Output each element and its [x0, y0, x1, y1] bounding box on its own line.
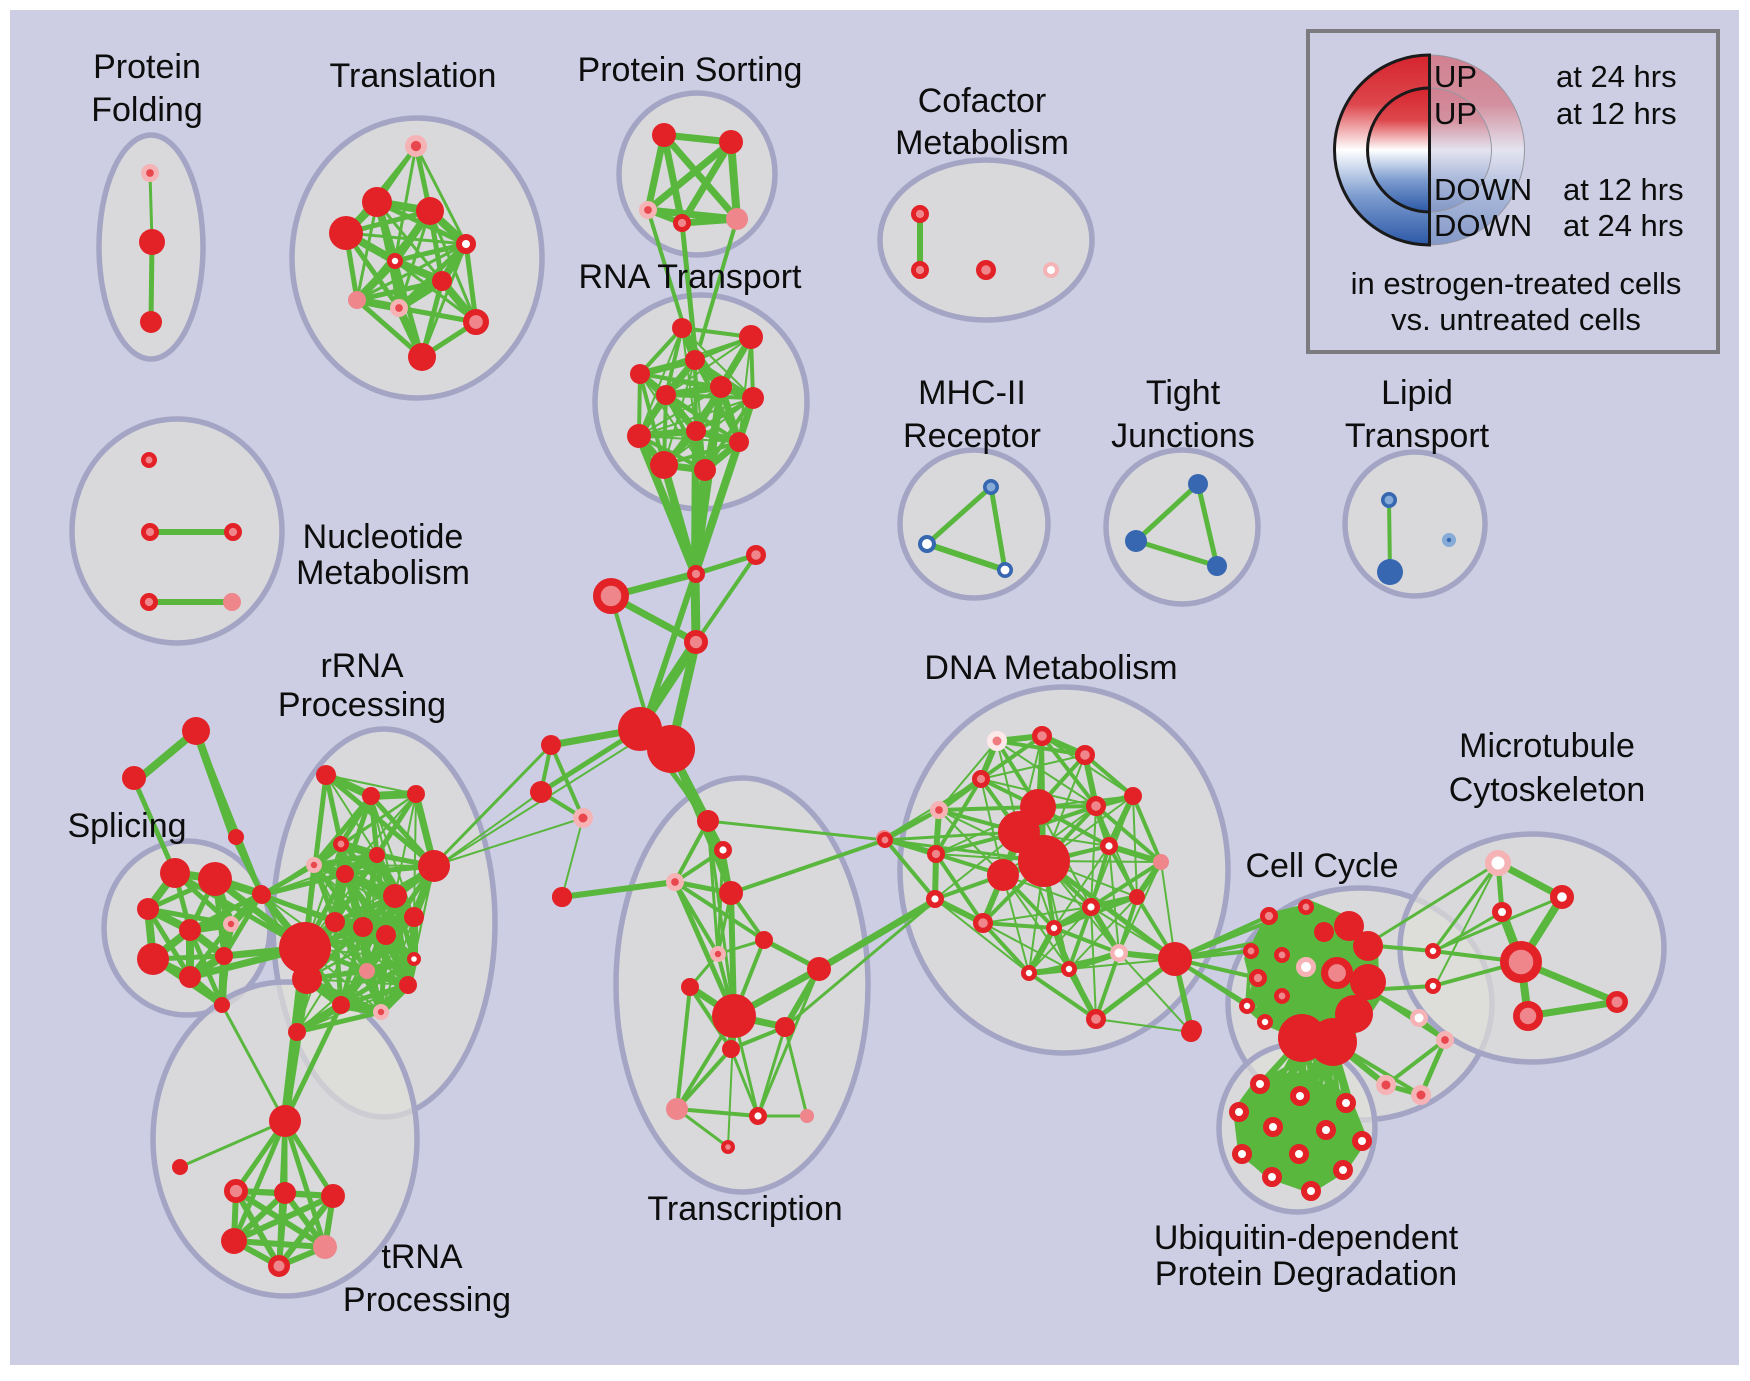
svg-text:at 12 hrs: at 12 hrs — [1563, 172, 1684, 207]
svg-text:Ubiquitin-dependent: Ubiquitin-dependent — [1154, 1219, 1459, 1257]
svg-text:at 24 hrs: at 24 hrs — [1556, 59, 1677, 94]
svg-text:Microtubule: Microtubule — [1459, 727, 1635, 765]
svg-text:rRNA: rRNA — [320, 647, 403, 685]
svg-text:Receptor: Receptor — [903, 417, 1041, 455]
svg-text:vs. untreated cells: vs. untreated cells — [1391, 302, 1641, 337]
svg-text:Translation: Translation — [330, 57, 497, 95]
svg-text:Splicing: Splicing — [67, 807, 186, 845]
svg-text:Protein Degradation: Protein Degradation — [1155, 1255, 1457, 1293]
svg-text:Transcription: Transcription — [647, 1190, 842, 1228]
svg-text:Cofactor: Cofactor — [918, 82, 1047, 120]
svg-text:Lipid: Lipid — [1381, 374, 1453, 412]
svg-text:MHC-II: MHC-II — [918, 374, 1026, 412]
svg-text:Tight: Tight — [1146, 374, 1221, 412]
svg-text:Cell Cycle: Cell Cycle — [1245, 847, 1398, 885]
svg-text:at 12 hrs: at 12 hrs — [1556, 96, 1677, 131]
svg-text:in estrogen-treated cells: in estrogen-treated cells — [1351, 266, 1682, 301]
svg-text:Protein: Protein — [93, 48, 201, 86]
svg-text:Processing: Processing — [278, 686, 446, 724]
svg-text:Metabolism: Metabolism — [895, 124, 1069, 162]
svg-text:RNA Transport: RNA Transport — [579, 258, 803, 296]
svg-text:Protein Sorting: Protein Sorting — [578, 51, 803, 89]
svg-text:Metabolism: Metabolism — [296, 554, 470, 592]
svg-text:Junctions: Junctions — [1111, 417, 1255, 455]
svg-text:tRNA: tRNA — [381, 1238, 463, 1276]
svg-text:DOWN: DOWN — [1434, 172, 1532, 207]
svg-text:at 24 hrs: at 24 hrs — [1563, 208, 1684, 243]
svg-text:Transport: Transport — [1345, 417, 1490, 455]
svg-text:DOWN: DOWN — [1434, 208, 1532, 243]
svg-text:UP: UP — [1434, 96, 1477, 131]
svg-text:UP: UP — [1434, 59, 1477, 94]
svg-text:DNA Metabolism: DNA Metabolism — [924, 649, 1177, 687]
svg-text:Nucleotide: Nucleotide — [303, 518, 464, 556]
svg-text:Processing: Processing — [343, 1281, 511, 1319]
svg-text:Folding: Folding — [91, 91, 203, 129]
svg-text:Cytoskeleton: Cytoskeleton — [1449, 771, 1646, 809]
